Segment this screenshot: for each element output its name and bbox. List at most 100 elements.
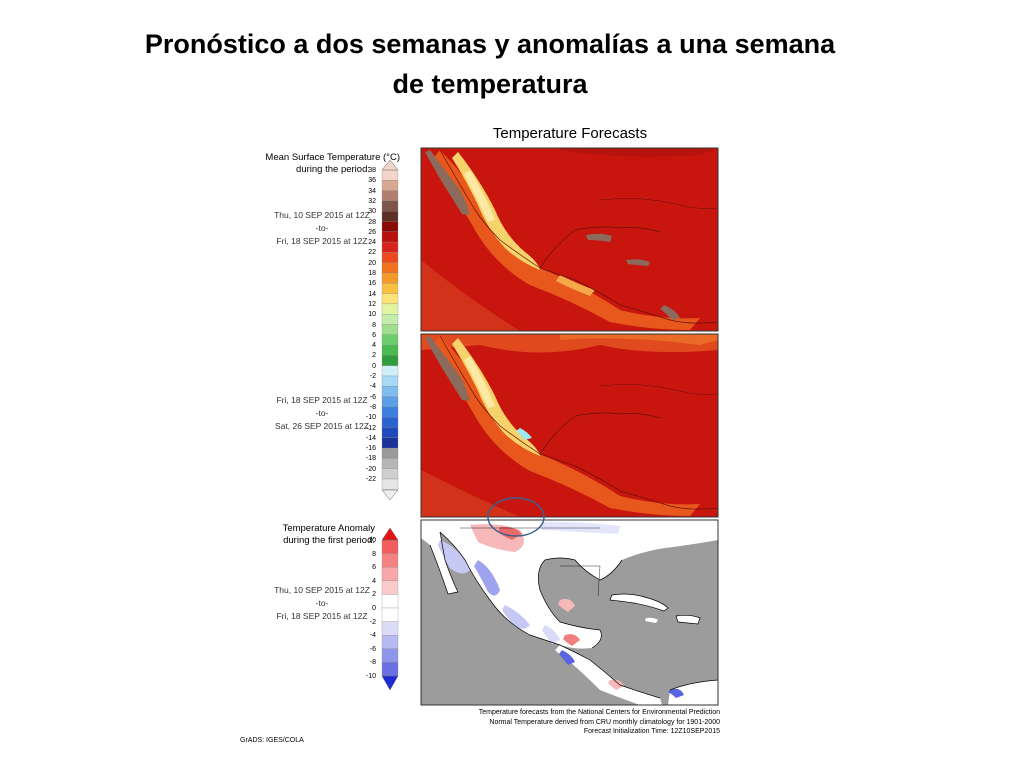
- color-bar-swatch: [381, 272, 399, 284]
- color-bar-swatch: [381, 314, 399, 325]
- color-bar-swatch: [381, 344, 399, 356]
- anomaly-bar-down-arrow: [381, 675, 399, 691]
- color-bar-tick-label: 4: [372, 577, 376, 585]
- color-bar-tick-label: 14: [368, 290, 376, 298]
- forecast-map-week-2: [421, 334, 718, 517]
- color-bar-tick-label: -6: [369, 393, 376, 401]
- color-bar-tick-label: 12: [368, 300, 376, 308]
- color-bar-swatch: [381, 334, 399, 346]
- period-2-start: Fri, 18 SEP 2015 at 12Z: [276, 395, 368, 405]
- temperature-bar-up-arrow: [381, 159, 399, 171]
- period-1-end: Fri, 18 SEP 2015 at 12Z: [276, 236, 368, 246]
- mean-temperature-label: Mean Surface Temperature (°C) during the…: [215, 152, 400, 176]
- footer-line-2: Normal Temperature derived from CRU mont…: [489, 718, 720, 726]
- color-bar-tick-label: 26: [368, 228, 376, 236]
- period-3-end: Fri, 18 SEP 2015 at 12Z: [276, 611, 368, 621]
- period-1-start: Thu, 10 SEP 2015 at 12Z: [274, 210, 370, 220]
- color-bar-tick-label: 16: [368, 280, 376, 288]
- period-3-separator: -to-: [315, 598, 329, 608]
- color-bar-tick-label: -16: [365, 445, 376, 453]
- anomaly-map-frame: [420, 519, 719, 706]
- color-bar-swatch: [381, 447, 399, 459]
- color-bar-tick-label: 24: [368, 239, 376, 247]
- color-bar-swatch: [381, 594, 399, 609]
- slide-title-line-2: de temperatura: [392, 69, 588, 99]
- color-bar-tick-label: 2: [372, 591, 376, 599]
- color-bar-tick-label: 8: [372, 321, 376, 329]
- color-bar-tick-label: 36: [368, 177, 376, 185]
- color-bar-tick-label: 0: [372, 605, 376, 612]
- temperature-bar-down-arrow: [381, 489, 399, 501]
- highlight-ellipse: [487, 497, 545, 537]
- color-bar-swatch: [381, 567, 399, 581]
- forecast-map-week-1: [421, 148, 718, 331]
- anomaly-scale-labels: 10 8 6 4 2 0 -2 -4 -6 -8 -10: [352, 0, 376, 768]
- color-bar-swatch: [381, 437, 399, 449]
- period-2-end: Sat, 26 SEP 2015 at 12Z: [275, 421, 369, 431]
- color-bar-swatch: [381, 293, 399, 305]
- temperature-scale-labels: 38 36 34 32 30 28 26 24 22 20 18 16 14 12 10 8 6 4 2 0 -2 -4-…: [352, 0, 376, 768]
- color-bar-tick-label: 0: [372, 362, 376, 370]
- grads-credit: GrADS: IGES/COLA: [240, 737, 304, 744]
- color-bar-swatch: [381, 375, 399, 387]
- period-1-dates: Thu, 10 SEP 2015 at 12Z -to- Fri, 18 SEP…: [232, 209, 412, 248]
- color-bar-tick-label: -20: [365, 465, 376, 473]
- anomaly-label-line-1: Temperature Anomaly: [282, 523, 375, 534]
- color-bar-tick-label: -22: [365, 476, 376, 483]
- forecast-map-week-1-frame: [420, 147, 719, 332]
- color-bar-tick-label: -10: [365, 673, 376, 680]
- figure-title: Temperature Forecasts: [492, 125, 648, 142]
- color-bar-tick-label: 20: [368, 259, 376, 267]
- color-bar-swatch: [381, 553, 399, 568]
- color-bar-tick-label: 6: [372, 331, 376, 339]
- color-bar-tick-label: -18: [365, 455, 376, 463]
- mean-temperature-label-line-1: Mean Surface Temperature (°C): [265, 152, 400, 163]
- color-bar-tick-label: 32: [368, 197, 376, 205]
- color-bar-tick-label: 30: [368, 208, 376, 216]
- color-bar-swatch: [381, 324, 399, 335]
- slide-title: Pronóstico a dos semanas y anomalías a u…: [60, 24, 920, 104]
- color-bar-tick-label: 8: [372, 550, 376, 558]
- color-bar-tick-label: 2: [372, 352, 376, 360]
- color-bar-tick-label: 10: [368, 311, 376, 319]
- color-bar-swatch: [381, 478, 399, 490]
- color-bar-tick-label: -4: [369, 383, 376, 391]
- color-bar-tick-label: -2: [369, 618, 376, 626]
- color-bar-swatch: [381, 648, 399, 663]
- color-bar-tick-label: -14: [365, 434, 376, 442]
- color-bar-swatch: [381, 221, 399, 232]
- color-bar-swatch: [381, 241, 399, 253]
- color-bar-swatch: [381, 607, 399, 622]
- anomaly-bar-up-arrow: [381, 527, 399, 541]
- slide-title-line-1: Pronóstico a dos semanas y anomalías a u…: [144, 29, 836, 59]
- color-bar-swatch: [381, 458, 399, 469]
- color-bar-tick-label: -2: [369, 373, 376, 380]
- color-bar-swatch: [381, 252, 399, 263]
- period-2-dates: Fri, 18 SEP 2015 at 12Z -to- Sat, 26 SEP…: [232, 394, 412, 433]
- color-bar-swatch: [381, 580, 399, 595]
- color-bar-tick-label: -10: [365, 414, 376, 422]
- color-bar-swatch: [381, 180, 399, 191]
- color-bar-tick-label: 22: [368, 249, 376, 257]
- color-bar-swatch: [381, 417, 399, 428]
- color-bar-swatch: [381, 635, 399, 649]
- color-bar-swatch: [381, 427, 399, 438]
- color-bar-swatch: [381, 211, 399, 222]
- color-bar-swatch: [381, 662, 399, 677]
- color-bar-swatch: [381, 621, 399, 636]
- color-bar-swatch: [381, 231, 399, 243]
- temperature-color-bar: [381, 169, 399, 490]
- color-bar-tick-label: 34: [368, 187, 376, 195]
- forecast-map-week-2-frame: [420, 333, 719, 518]
- footer-line-1: Temperature forecasts from the National …: [478, 709, 720, 716]
- anomaly-map: [421, 520, 718, 705]
- period-3-dates: Thu, 10 SEP 2015 at 12Z -to- Fri, 18 SEP…: [232, 584, 412, 623]
- color-bar-swatch: [381, 200, 399, 212]
- color-bar-swatch: [381, 365, 399, 377]
- color-bar-swatch: [381, 406, 399, 418]
- color-bar-swatch: [381, 539, 399, 554]
- color-bar-tick-label: -12: [365, 424, 376, 432]
- color-bar-swatch: [381, 386, 399, 397]
- anomaly-label: Temperature Anomaly during the first per…: [215, 523, 375, 547]
